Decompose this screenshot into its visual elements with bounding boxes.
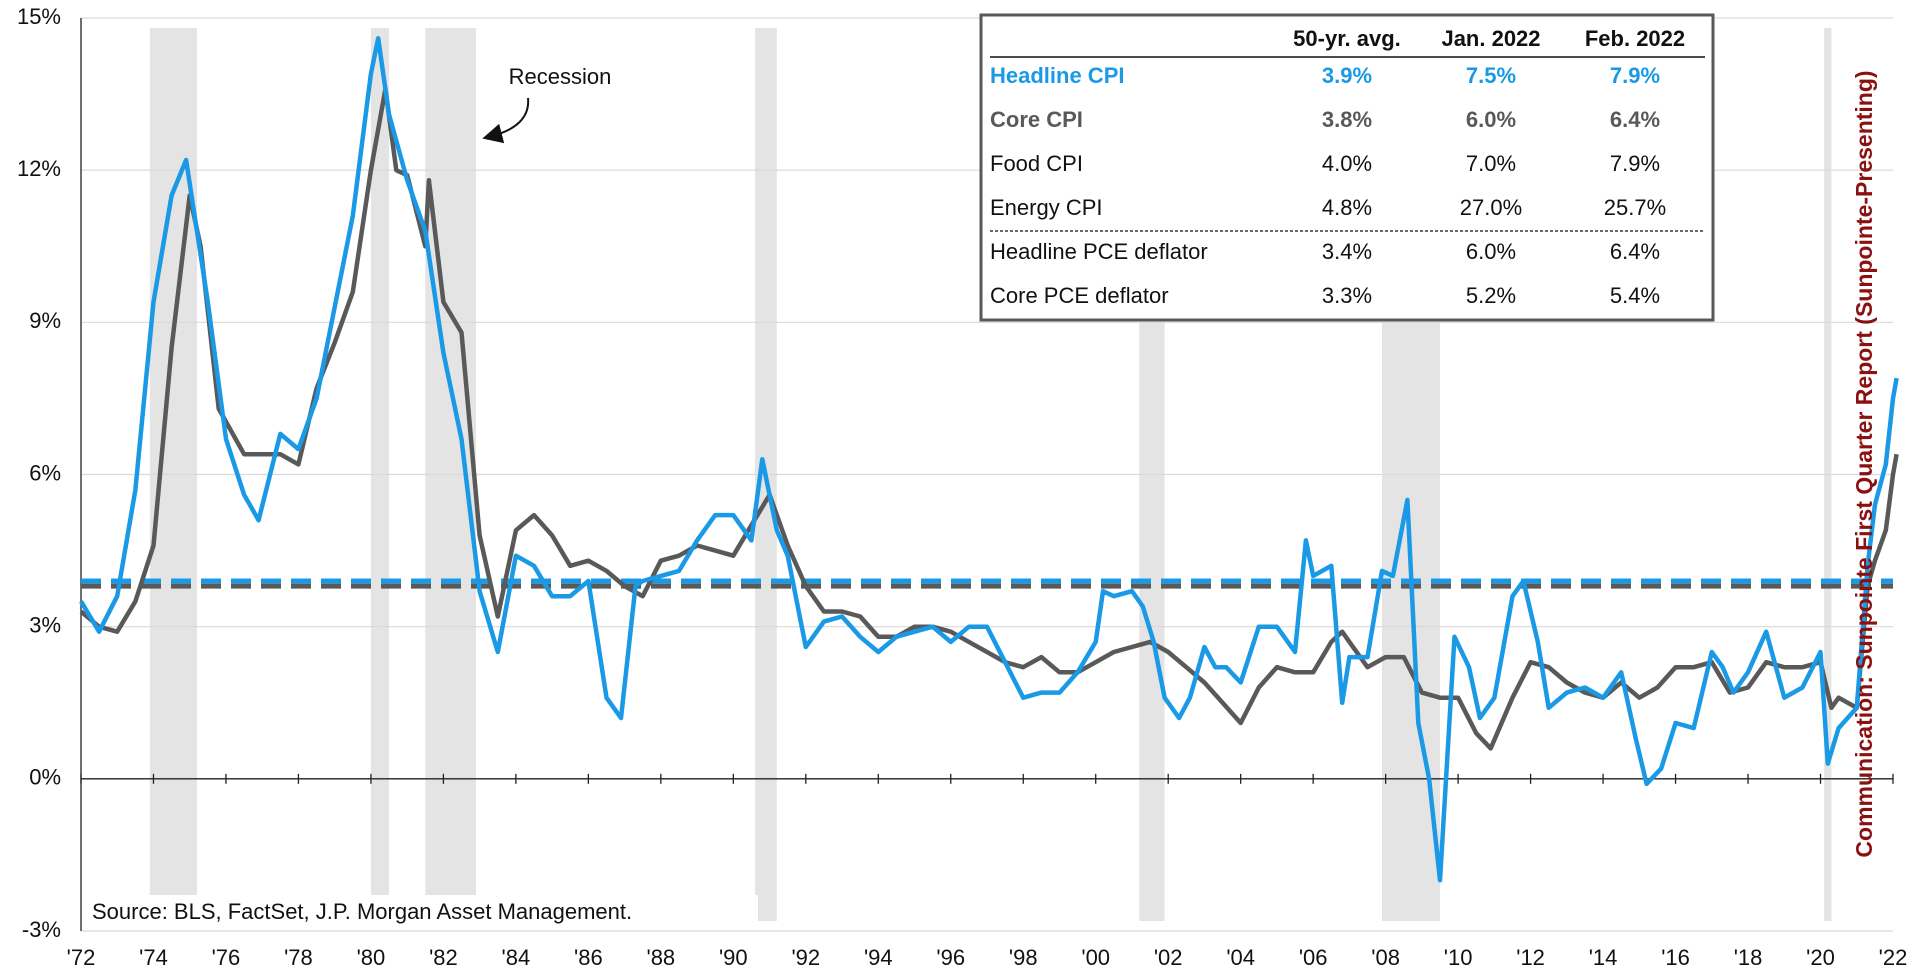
annotation-arrow [482, 97, 530, 144]
row-label: Energy CPI [990, 195, 1103, 220]
table-cell: 3.3% [1322, 283, 1372, 308]
x-tick-label: '88 [647, 945, 676, 970]
table-cell: 4.8% [1322, 195, 1372, 220]
x-tick-label: '06 [1299, 945, 1328, 970]
y-tick-label: 6% [29, 460, 61, 485]
table-cell: 3.9% [1322, 63, 1372, 88]
table-cell: 7.5% [1466, 63, 1516, 88]
x-tick-label: '90 [719, 945, 748, 970]
y-tick-label: 9% [29, 308, 61, 333]
row-label: Headline PCE deflator [990, 239, 1208, 264]
y-tick-label: -3% [22, 917, 61, 942]
table-cell: 3.8% [1322, 107, 1372, 132]
row-label: Core PCE deflator [990, 283, 1169, 308]
x-tick-label: '96 [936, 945, 965, 970]
x-tick-label: '04 [1226, 945, 1255, 970]
row-label: Headline CPI [990, 63, 1124, 88]
x-tick-label: '16 [1661, 945, 1690, 970]
y-tick-label: 12% [17, 156, 61, 181]
x-tick-label: '14 [1589, 945, 1618, 970]
annotation: Recession [509, 64, 612, 89]
x-tick-label: '10 [1444, 945, 1473, 970]
x-tick-label: '20 [1806, 945, 1835, 970]
source-bg [86, 895, 758, 929]
x-tick-label: '00 [1081, 945, 1110, 970]
x-tick-label: '84 [502, 945, 531, 970]
x-tick-label: '08 [1371, 945, 1400, 970]
table-box [979, 13, 1715, 322]
table-cell: 27.0% [1460, 195, 1522, 220]
table-cell: 3.4% [1322, 239, 1372, 264]
table-cell: 5.4% [1610, 283, 1660, 308]
table-cell: 7.9% [1610, 63, 1660, 88]
y-tick-label: 0% [29, 765, 61, 790]
x-tick-label: '92 [791, 945, 820, 970]
table-cell: 6.0% [1466, 239, 1516, 264]
x-tick-label: '78 [284, 945, 313, 970]
table-cell: 7.9% [1610, 151, 1660, 176]
y-tick-label: 3% [29, 612, 61, 637]
x-tick-label: '82 [429, 945, 458, 970]
side-note: Communication: Sunpointe First Quarter R… [1851, 70, 1877, 857]
y-tick-label: 15% [17, 4, 61, 29]
x-tick-label: '76 [212, 945, 241, 970]
table-cell: 25.7% [1604, 195, 1666, 220]
source: Source: BLS, FactSet, J.P. Morgan Asset … [92, 899, 632, 924]
series-line [79, 36, 1899, 883]
table-cell: 6.4% [1610, 239, 1660, 264]
x-tick-label: '80 [357, 945, 386, 970]
series-line [79, 86, 1899, 751]
row-label: Food CPI [990, 151, 1083, 176]
x-tick-label: '74 [139, 945, 168, 970]
table-cell: 4.0% [1322, 151, 1372, 176]
x-tick-label: '12 [1516, 945, 1545, 970]
x-tick-label: '94 [864, 945, 893, 970]
table-header: Jan. 2022 [1441, 26, 1540, 51]
x-tick-label: '72 [67, 945, 96, 970]
x-tick-label: '98 [1009, 945, 1038, 970]
table-header: 50-yr. avg. [1293, 26, 1401, 51]
table-cell: 7.0% [1466, 151, 1516, 176]
x-tick-label: '02 [1154, 945, 1183, 970]
table-cell: 6.4% [1610, 107, 1660, 132]
table-cell: 5.2% [1466, 283, 1516, 308]
table-cell: 6.0% [1466, 107, 1516, 132]
x-tick-label: '18 [1734, 945, 1763, 970]
x-tick-label: '22 [1879, 945, 1908, 970]
x-tick-label: '86 [574, 945, 603, 970]
table-header: Feb. 2022 [1585, 26, 1685, 51]
row-label: Core CPI [990, 107, 1083, 132]
